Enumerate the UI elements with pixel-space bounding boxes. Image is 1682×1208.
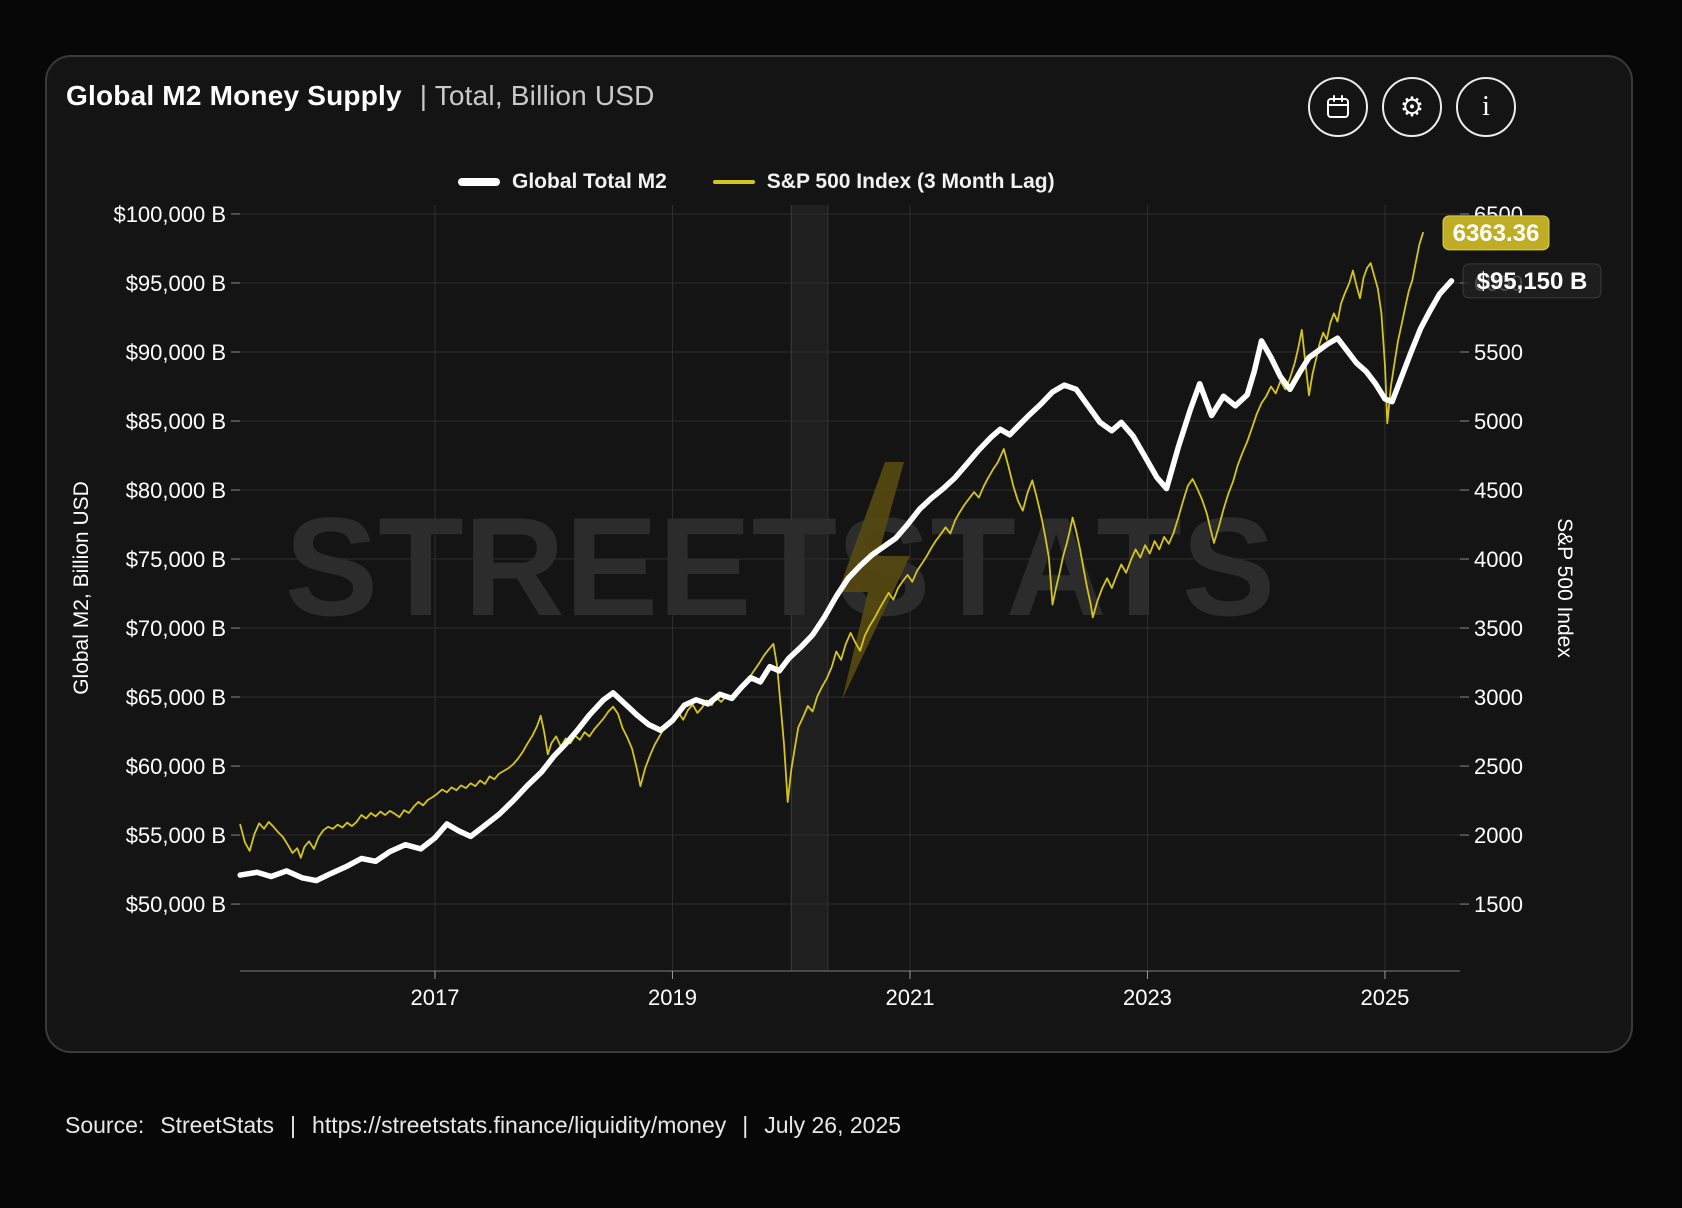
right-axis-tick-label: 1500 bbox=[1474, 892, 1523, 917]
x-axis-tick-label: 2017 bbox=[411, 985, 460, 1010]
calendar-icon bbox=[1323, 92, 1353, 122]
legend-swatch-m2 bbox=[458, 178, 500, 186]
series-line-sp500 bbox=[239, 231, 1424, 859]
x-axis-tick-label: 2023 bbox=[1123, 985, 1172, 1010]
right-axis-tick-label: 4000 bbox=[1474, 547, 1523, 572]
x-axis-tick-label: 2021 bbox=[885, 985, 934, 1010]
series-line-m2 bbox=[237, 278, 1455, 884]
right-axis-tick-label: 2000 bbox=[1474, 823, 1523, 848]
source-separator: | bbox=[290, 1112, 297, 1138]
left-axis-tick-label: $55,000 B bbox=[126, 823, 226, 848]
right-axis-tick-label: 3000 bbox=[1474, 685, 1523, 710]
right-axis-tick-label: 5000 bbox=[1474, 409, 1523, 434]
toolbar: ⚙ i bbox=[1308, 77, 1516, 137]
legend-label-sp500: S&P 500 Index (3 Month Lag) bbox=[766, 170, 1055, 193]
left-axis-tick-label: $80,000 B bbox=[126, 478, 226, 503]
calendar-button[interactable] bbox=[1308, 77, 1368, 137]
left-axis-tick-label: $100,000 B bbox=[113, 202, 226, 227]
settings-button[interactable]: ⚙ bbox=[1382, 77, 1442, 137]
gear-icon: ⚙ bbox=[1399, 91, 1425, 122]
info-button[interactable]: i bbox=[1456, 77, 1516, 137]
right-axis-tick-label: 3500 bbox=[1474, 616, 1523, 641]
left-axis-title: Global M2, Billion USD bbox=[70, 481, 93, 695]
left-axis-tick-label: $60,000 B bbox=[126, 754, 226, 779]
left-axis-tick-label: $65,000 B bbox=[126, 685, 226, 710]
source-url[interactable]: https://streetstats.finance/liquidity/mo… bbox=[312, 1112, 727, 1138]
last-value-text-sp500: 6363.36 bbox=[1453, 220, 1540, 247]
source-separator-2: | bbox=[742, 1112, 749, 1138]
left-axis-tick-label: $90,000 B bbox=[126, 340, 226, 365]
x-axis-tick-label: 2019 bbox=[648, 985, 697, 1010]
x-axis-tick-label: 2025 bbox=[1360, 985, 1409, 1010]
source-line: Source: StreetStats | https://streetstat… bbox=[65, 1112, 901, 1139]
legend-label-m2: Global Total M2 bbox=[512, 170, 667, 193]
legend-item-sp500[interactable]: S&P 500 Index (3 Month Lag) bbox=[712, 170, 1055, 194]
right-axis-tick-label: 4500 bbox=[1474, 478, 1523, 503]
left-axis-tick-label: $85,000 B bbox=[126, 409, 226, 434]
right-axis-tick-label: 5500 bbox=[1474, 340, 1523, 365]
source-name: StreetStats bbox=[160, 1112, 275, 1138]
watermark-text: STREETSTATS bbox=[285, 488, 1275, 645]
last-value-badge-m2 bbox=[1462, 263, 1602, 299]
left-axis-tick-label: $70,000 B bbox=[126, 616, 226, 641]
chart-subtitle: | Total, Billion USD bbox=[419, 80, 655, 111]
left-axis-tick-label: $75,000 B bbox=[126, 547, 226, 572]
legend-swatch-sp500 bbox=[712, 180, 755, 184]
info-icon: i bbox=[1482, 91, 1490, 122]
page-title: Global M2 Money Supply | Total, Billion … bbox=[66, 80, 655, 112]
lightning-bolt-icon bbox=[838, 462, 910, 700]
legend: Global Total M2 S&P 500 Index (3 Month L… bbox=[458, 170, 1055, 194]
last-value-badge-sp500 bbox=[1442, 215, 1550, 251]
chart-card bbox=[45, 55, 1633, 1053]
right-axis-tick-label: 2500 bbox=[1474, 754, 1523, 779]
source-label: Source: bbox=[65, 1112, 145, 1138]
left-axis-tick-label: $50,000 B bbox=[126, 892, 226, 917]
last-value-text-m2: $95,150 B bbox=[1477, 268, 1588, 295]
source-date: July 26, 2025 bbox=[764, 1112, 902, 1138]
right-axis-title: S&P 500 Index bbox=[1553, 518, 1576, 658]
legend-item-global-total-m2[interactable]: Global Total M2 bbox=[458, 170, 667, 194]
chart-title: Global M2 Money Supply bbox=[66, 80, 402, 111]
left-axis-tick-label: $95,000 B bbox=[126, 271, 226, 296]
recession-band bbox=[791, 205, 829, 971]
